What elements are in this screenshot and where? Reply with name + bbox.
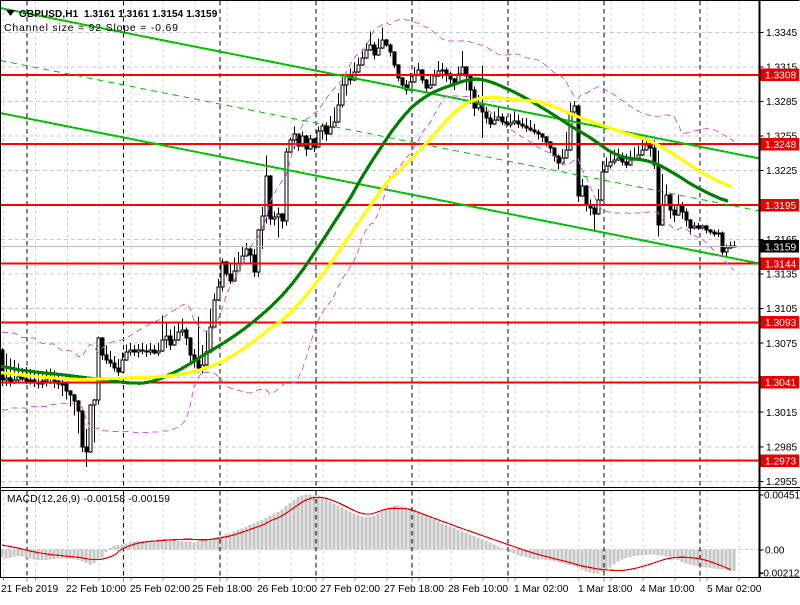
svg-text:0.00451: 0.00451 — [764, 491, 800, 502]
svg-text:4 Mar 10:00: 4 Mar 10:00 — [640, 584, 695, 595]
svg-text:1.2985: 1.2985 — [766, 442, 797, 453]
svg-text:27 Feb 02:00: 27 Feb 02:00 — [320, 584, 380, 595]
svg-text:1.3075: 1.3075 — [766, 339, 797, 350]
svg-text:27 Feb 18:00: 27 Feb 18:00 — [384, 584, 444, 595]
svg-text:1 Mar 18:00: 1 Mar 18:00 — [578, 584, 633, 595]
svg-text:1.3041: 1.3041 — [765, 378, 796, 389]
svg-text:1.3345: 1.3345 — [766, 28, 797, 39]
svg-text:MACD(12,26,9) -0.00158 -0.0015: MACD(12,26,9) -0.00158 -0.00159 — [7, 494, 170, 505]
svg-text:1.3105: 1.3105 — [766, 304, 797, 315]
svg-text:5 Mar 02:00: 5 Mar 02:00 — [707, 584, 762, 595]
svg-text:0.00: 0.00 — [765, 546, 785, 557]
svg-text:21 Feb 2019: 21 Feb 2019 — [1, 584, 59, 595]
svg-text:Channel size = 92 Slope = -0.6: Channel size = 92 Slope = -0.69 — [4, 22, 179, 34]
svg-text:1.3159: 1.3159 — [765, 242, 796, 253]
svg-text:28 Feb 10:00: 28 Feb 10:00 — [448, 584, 508, 595]
svg-text:1.3195: 1.3195 — [765, 201, 796, 212]
svg-text:1 Mar 02:00: 1 Mar 02:00 — [514, 584, 569, 595]
svg-text:1.3144: 1.3144 — [765, 260, 796, 271]
svg-text:22 Feb 10:00: 22 Feb 10:00 — [66, 584, 126, 595]
svg-text:1.3255: 1.3255 — [766, 132, 797, 143]
svg-text:1.3315: 1.3315 — [766, 62, 797, 73]
svg-text:1.3225: 1.3225 — [766, 166, 797, 177]
svg-text:25 Feb 02:00: 25 Feb 02:00 — [130, 584, 190, 595]
svg-text:26 Feb 10:00: 26 Feb 10:00 — [257, 584, 317, 595]
svg-text:GBPUSD,H1 1.3161 1.3161 1.315: GBPUSD,H1 1.3161 1.3161 1.3154 1.3159 — [19, 9, 218, 20]
svg-text:1.3285: 1.3285 — [766, 97, 797, 108]
svg-text:1.2955: 1.2955 — [766, 477, 797, 488]
svg-text:1.3248: 1.3248 — [765, 140, 796, 151]
svg-text:25 Feb 18:00: 25 Feb 18:00 — [192, 584, 252, 595]
svg-text:1.3308: 1.3308 — [765, 71, 796, 82]
svg-text:1.3135: 1.3135 — [766, 270, 797, 281]
svg-text:1.2973: 1.2973 — [765, 456, 796, 467]
svg-text:-0.00212: -0.00212 — [760, 569, 800, 580]
svg-text:1.3093: 1.3093 — [765, 318, 796, 329]
svg-text:1.3015: 1.3015 — [766, 408, 797, 419]
